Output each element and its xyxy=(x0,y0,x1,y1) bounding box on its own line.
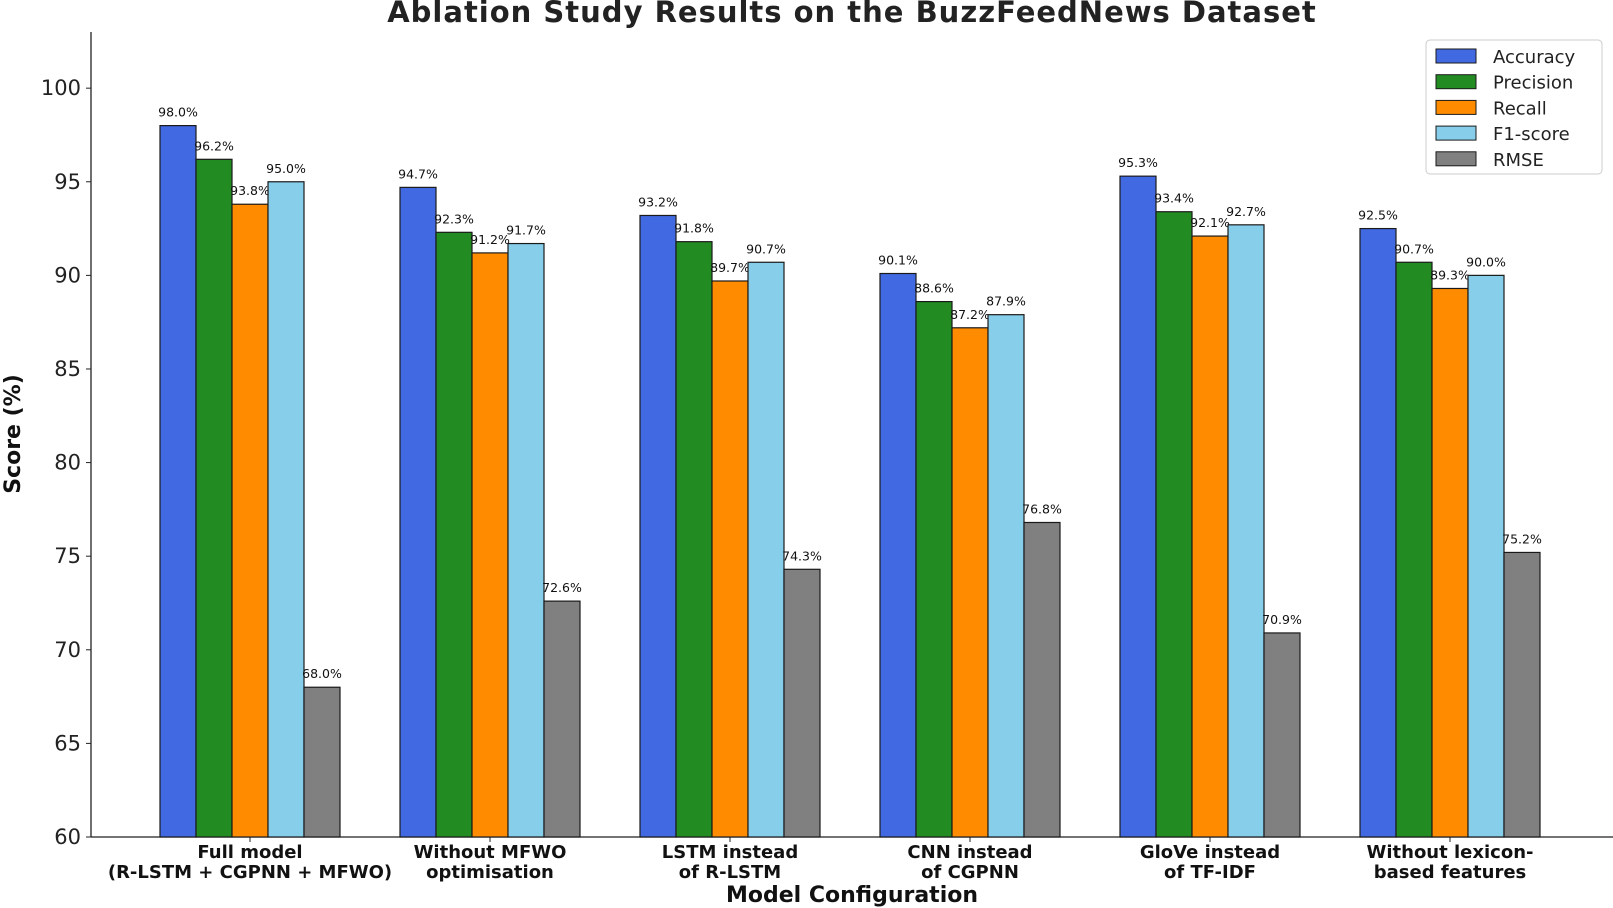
x-tick-label: CNN instead xyxy=(907,842,1032,863)
data-label: 94.7% xyxy=(398,166,438,181)
y-tick-label: 95 xyxy=(54,170,81,194)
bar-f1-score xyxy=(747,261,785,838)
bar-rmse xyxy=(783,568,821,838)
data-label: 87.2% xyxy=(950,307,990,322)
bar-f1-score xyxy=(987,314,1025,838)
y-axis-label: Score (%) xyxy=(1,374,26,494)
x-tick-label: based features xyxy=(1374,862,1527,883)
data-label: 89.7% xyxy=(710,260,750,275)
data-label: 87.9% xyxy=(986,294,1026,309)
data-label: 98.0% xyxy=(158,105,198,120)
bar-recall xyxy=(711,280,749,838)
bar-precision xyxy=(1395,261,1433,838)
x-tick-label: of TF-IDF xyxy=(1164,862,1256,883)
data-label: 89.3% xyxy=(1430,267,1470,282)
x-tick-label: (R-LSTM + CGPNN + MFWO) xyxy=(108,862,392,883)
data-label: 68.0% xyxy=(302,666,342,681)
y-tick-label: 100 xyxy=(41,76,81,100)
bar-recall xyxy=(1431,287,1469,838)
data-label: 95.0% xyxy=(266,161,306,176)
bar-rmse xyxy=(1263,632,1301,838)
legend-swatch xyxy=(1435,48,1477,64)
bar-f1-score xyxy=(267,181,305,838)
bar-recall xyxy=(1191,235,1229,838)
bar-precision xyxy=(915,300,953,838)
x-tick-label: Full model xyxy=(197,842,302,863)
y-tick-label: 90 xyxy=(54,263,81,287)
y-tick-label: 80 xyxy=(54,451,81,475)
data-label: 93.8% xyxy=(230,183,270,198)
data-label: 96.2% xyxy=(194,138,234,153)
bar-accuracy xyxy=(639,214,677,838)
legend-label: Precision xyxy=(1493,73,1573,94)
bar-recall xyxy=(471,252,509,838)
bar-f1-score xyxy=(507,242,545,838)
bar-f1-score xyxy=(1467,274,1505,838)
legend-swatch xyxy=(1435,151,1477,167)
data-label: 91.2% xyxy=(470,232,510,247)
data-label: 92.5% xyxy=(1358,208,1398,223)
legend-swatch xyxy=(1435,125,1477,141)
legend-swatch xyxy=(1435,99,1477,115)
bar-f1-score xyxy=(1227,224,1265,838)
data-label: 90.7% xyxy=(746,241,786,256)
data-label: 93.4% xyxy=(1154,191,1194,206)
x-tick-label: GloVe instead xyxy=(1140,842,1280,863)
y-tick-label: 65 xyxy=(54,731,81,755)
data-label: 90.1% xyxy=(878,253,918,268)
bar-accuracy xyxy=(1119,175,1157,838)
x-tick-label: LSTM instead xyxy=(662,842,798,863)
data-label: 75.2% xyxy=(1502,531,1542,546)
x-axis-label: Model Configuration xyxy=(726,883,978,908)
y-tick-label: 75 xyxy=(54,544,81,568)
data-label: 70.9% xyxy=(1262,612,1302,627)
legend-label: Accuracy xyxy=(1493,47,1576,68)
bar-accuracy xyxy=(399,186,437,838)
data-label: 91.8% xyxy=(674,221,714,236)
bar-precision xyxy=(675,241,713,838)
bar-recall xyxy=(951,327,989,838)
y-tick-label: 85 xyxy=(54,357,81,381)
bar-rmse xyxy=(303,686,341,838)
legend-label: F1-score xyxy=(1493,124,1570,145)
legend-label: RMSE xyxy=(1493,150,1544,171)
y-tick-label: 70 xyxy=(54,638,81,662)
bar-precision xyxy=(1155,211,1193,838)
data-label: 93.2% xyxy=(638,194,678,209)
data-label: 92.7% xyxy=(1226,204,1266,219)
bar-accuracy xyxy=(1359,227,1397,838)
y-tick-label: 60 xyxy=(54,825,81,849)
plot-area: 60 65 70 75 80 85 90 95 100 98.0% 96.2% 93.8% 95.0% 6… xyxy=(41,32,1613,883)
data-label: 88.6% xyxy=(914,281,954,296)
x-tick-label: optimisation xyxy=(426,862,554,883)
x-tick-label: Without lexicon- xyxy=(1367,842,1534,863)
x-tick-label: Without MFWO xyxy=(414,842,567,863)
legend-swatch xyxy=(1435,74,1477,90)
bar-rmse xyxy=(543,600,581,838)
chart-title: Ablation Study Results on the BuzzFeedNe… xyxy=(387,0,1317,29)
x-tick-label: of CGPNN xyxy=(921,862,1019,883)
data-label: 92.1% xyxy=(1190,215,1230,230)
bar-accuracy xyxy=(159,125,197,838)
bar-accuracy xyxy=(879,272,917,838)
legend: Accuracy Precision Recall F1-score RMSE xyxy=(1425,39,1603,175)
data-label: 91.7% xyxy=(506,223,546,238)
bar-rmse xyxy=(1503,551,1541,838)
data-label: 72.6% xyxy=(542,580,582,595)
data-label: 90.7% xyxy=(1394,241,1434,256)
data-label: 74.3% xyxy=(782,548,822,563)
bar-rmse xyxy=(1023,521,1061,838)
bar-precision xyxy=(435,231,473,838)
data-label: 90.0% xyxy=(1466,254,1506,269)
data-label: 76.8% xyxy=(1022,501,1062,516)
bar-recall xyxy=(231,203,269,838)
bar-precision xyxy=(195,158,233,838)
legend-label: Recall xyxy=(1493,98,1547,119)
x-tick-label: of R-LSTM xyxy=(679,862,781,883)
data-label: 95.3% xyxy=(1118,155,1158,170)
data-label: 92.3% xyxy=(434,211,474,226)
